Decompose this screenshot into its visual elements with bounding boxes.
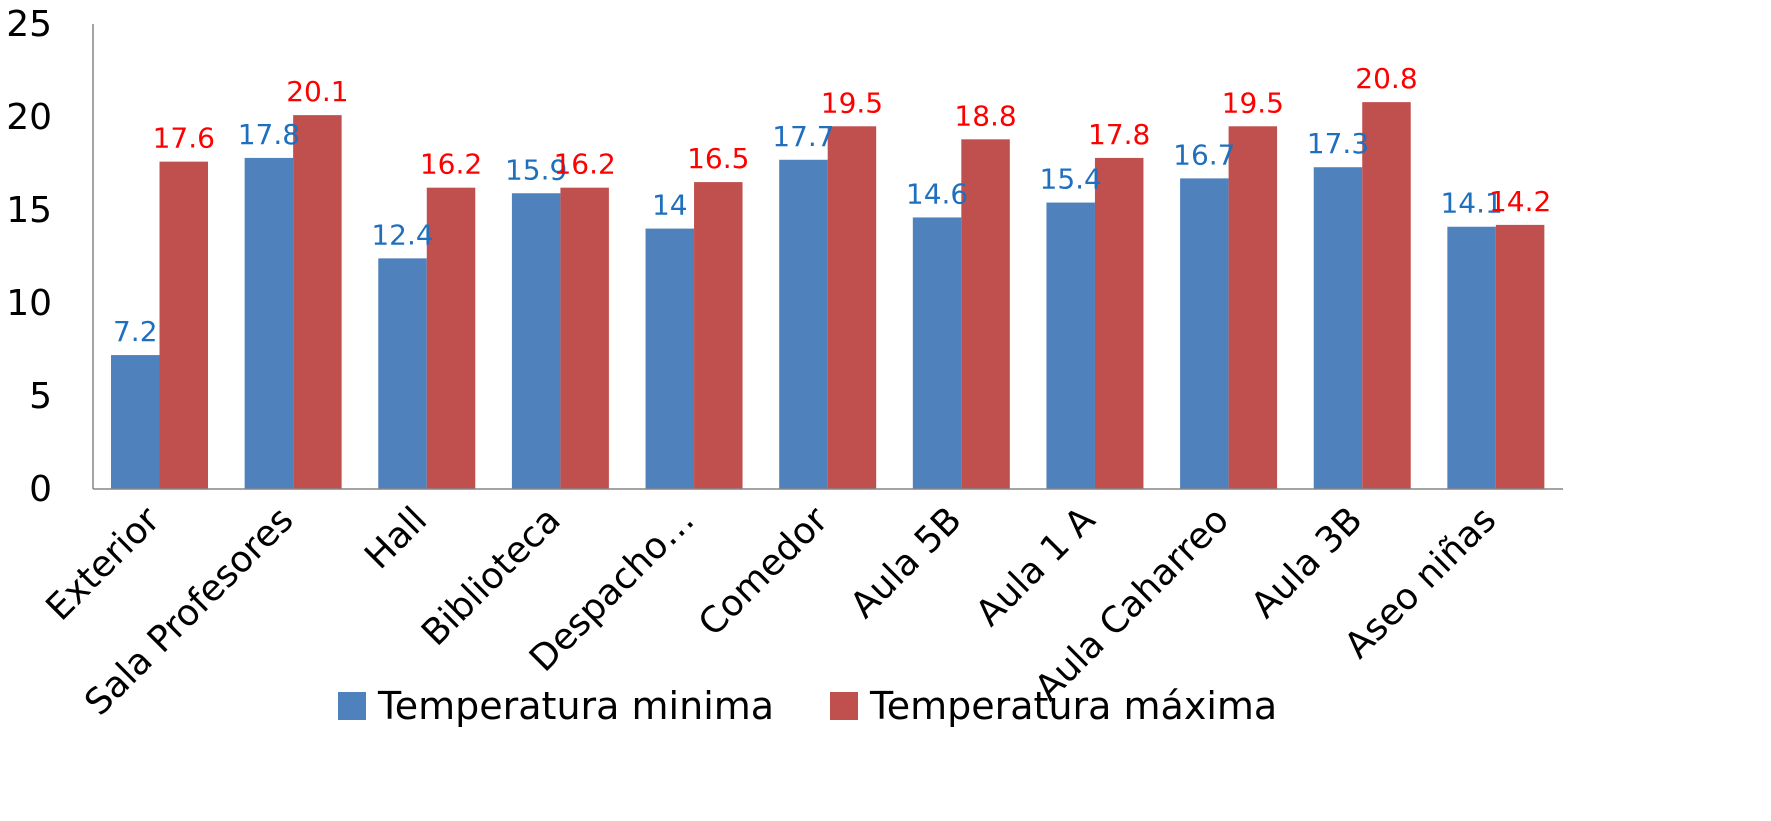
legend-label: Temperatura máxima [869, 684, 1277, 728]
data-label: 7.2 [113, 315, 158, 348]
data-label: 18.8 [954, 99, 1016, 132]
category-label: Exterior [38, 499, 168, 629]
bar [1180, 178, 1229, 489]
data-label: 17.7 [772, 120, 834, 153]
y-tick-label: 0 [29, 469, 52, 510]
y-tick-label: 20 [6, 97, 52, 138]
bar [1495, 224, 1545, 489]
bar [912, 217, 962, 489]
data-label: 16.5 [687, 142, 749, 175]
bar [1447, 226, 1496, 490]
category-label: Comedor [691, 499, 836, 644]
bar [1046, 202, 1095, 489]
data-label: 20.8 [1355, 62, 1417, 95]
data-label: 14.2 [1489, 185, 1551, 218]
bar [159, 161, 208, 489]
data-labels: 7.217.6 17.820.112.416.2 15.916.21416.517.… [113, 62, 1551, 348]
data-label: 16.2 [420, 148, 482, 181]
category-label: Aula 5B [843, 499, 970, 626]
legend-swatch [338, 692, 366, 720]
bar [1094, 157, 1144, 490]
bar [378, 258, 427, 489]
data-label: 17.6 [153, 122, 215, 155]
data-label: 17.8 [238, 118, 300, 151]
data-label: 14.1 [1440, 187, 1502, 220]
data-label: 20.1 [286, 75, 348, 108]
bar [426, 187, 476, 489]
data-label: 19.5 [1222, 86, 1284, 119]
data-label: 14 [652, 189, 688, 222]
bar [645, 228, 695, 489]
data-label: 16.7 [1173, 138, 1235, 171]
data-label: 17.3 [1307, 127, 1369, 160]
y-tick-label: 10 [6, 283, 52, 324]
y-tick-label: 5 [29, 376, 52, 417]
legend-swatch [830, 692, 858, 720]
data-label: 17.8 [1088, 118, 1150, 151]
bar [827, 126, 877, 490]
bar [244, 157, 294, 490]
data-label: 12.4 [371, 218, 433, 251]
bar [961, 139, 1010, 489]
bar [511, 193, 561, 489]
bar [1313, 167, 1363, 489]
y-axis: 0 5 10 15 20 25 [6, 4, 94, 510]
bar [293, 115, 342, 489]
category-label: Hall [357, 499, 435, 577]
bar [111, 355, 160, 489]
y-tick-label: 15 [6, 190, 52, 231]
bar [1228, 126, 1278, 490]
category-label: Aula 1 A [968, 499, 1103, 634]
data-label: 16.2 [553, 148, 615, 181]
bar [779, 159, 828, 489]
legend: Temperatura minima Temperatura máxima [338, 684, 1277, 728]
data-label: 14.6 [906, 177, 968, 210]
category-label: Aula 3B [1244, 499, 1371, 626]
bars [111, 102, 1545, 490]
bar [560, 187, 609, 489]
bar [694, 182, 743, 489]
legend-label: Temperatura minima [377, 684, 774, 728]
data-label: 19.5 [821, 86, 883, 119]
data-label: 15.4 [1040, 163, 1102, 196]
y-tick-label: 25 [6, 4, 52, 45]
bar [1362, 102, 1411, 490]
data-label: 15.9 [505, 153, 567, 186]
